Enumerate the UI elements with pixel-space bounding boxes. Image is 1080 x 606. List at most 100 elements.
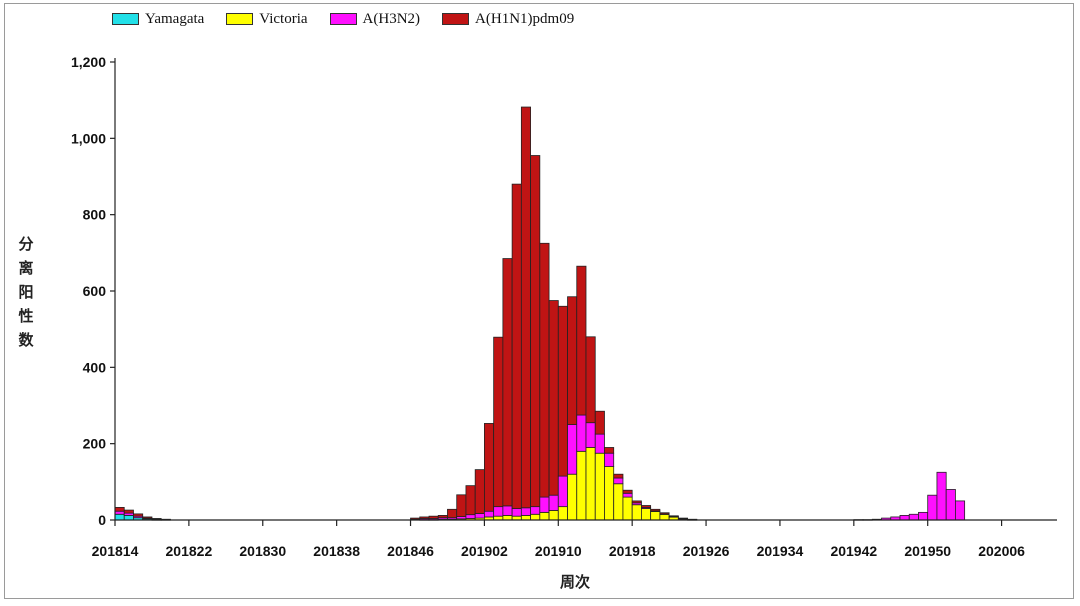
bar-a-h1n1-pdm09 xyxy=(585,336,596,424)
x-tick-label: 201814 xyxy=(92,543,139,559)
bar-victoria xyxy=(520,515,531,521)
bar-a-h3n2 xyxy=(594,433,605,454)
x-tick-label: 201910 xyxy=(535,543,582,559)
bar-a-h3n2 xyxy=(567,424,578,475)
bar-victoria xyxy=(539,511,550,521)
bar-victoria xyxy=(659,513,670,521)
x-tick-label: 201934 xyxy=(757,543,804,559)
legend-item-h3n2: A(H3N2) xyxy=(329,10,421,28)
bar-a-h1n1-pdm09 xyxy=(548,300,559,496)
bar-a-h1n1-pdm09 xyxy=(437,515,448,519)
bar-a-h1n1-pdm09 xyxy=(123,509,134,514)
bar-a-h1n1-pdm09 xyxy=(447,508,458,519)
bar-victoria xyxy=(622,496,633,521)
legend-label-h1n1: A(H1N1)pdm09 xyxy=(475,10,575,27)
bar-a-h1n1-pdm09 xyxy=(133,513,144,517)
bar-a-h3n2 xyxy=(908,513,919,521)
y-axis-label-char: 性 xyxy=(18,307,34,325)
legend-swatch-h1n1 xyxy=(442,13,470,25)
bar-a-h3n2 xyxy=(927,494,938,521)
bar-a-h1n1-pdm09 xyxy=(142,516,153,519)
bar-a-h1n1-pdm09 xyxy=(530,155,541,508)
bar-victoria xyxy=(604,466,615,521)
legend-swatch-h3n2 xyxy=(329,13,357,25)
x-tick-label: 201942 xyxy=(830,543,877,559)
bar-a-h1n1-pdm09 xyxy=(631,500,642,504)
y-tick-label: 800 xyxy=(83,207,107,223)
bar-a-h1n1-pdm09 xyxy=(576,265,587,416)
bar-a-h3n2 xyxy=(622,492,633,498)
bar-a-h1n1-pdm09 xyxy=(557,305,568,477)
x-axis-label: 周次 xyxy=(560,573,591,591)
legend-label-victoria: Victoria xyxy=(259,10,308,27)
bar-a-h3n2 xyxy=(918,511,929,521)
y-axis-label: 分离阳性数 xyxy=(14,232,38,352)
bar-a-h1n1-pdm09 xyxy=(659,512,670,515)
y-tick-label: 600 xyxy=(83,283,107,299)
bar-a-h1n1-pdm09 xyxy=(419,516,430,519)
bar-a-h1n1-pdm09 xyxy=(465,485,476,516)
x-tick-label: 202006 xyxy=(978,543,1025,559)
bar-a-h3n2 xyxy=(511,508,522,517)
bar-a-h1n1-pdm09 xyxy=(604,447,615,454)
bar-victoria xyxy=(594,452,605,521)
bar-a-h3n2 xyxy=(899,515,910,521)
bar-a-h3n2 xyxy=(530,506,541,515)
bar-a-h3n2 xyxy=(493,506,504,517)
bar-a-h1n1-pdm09 xyxy=(114,506,125,512)
bar-victoria xyxy=(585,447,596,521)
bar-a-h1n1-pdm09 xyxy=(668,515,679,517)
bar-a-h1n1-pdm09 xyxy=(456,494,467,517)
x-tick-label: 201822 xyxy=(166,543,213,559)
bar-yamagata xyxy=(114,513,125,521)
bar-a-h1n1-pdm09 xyxy=(493,336,504,508)
legend-item-h1n1: A(H1N1)pdm09 xyxy=(442,11,574,28)
bar-yamagata xyxy=(123,515,134,521)
bar-a-h3n2 xyxy=(613,477,624,485)
bar-a-h3n2 xyxy=(114,510,125,515)
bar-a-h1n1-pdm09 xyxy=(650,508,661,512)
legend-item-yamagata: Yamagata xyxy=(112,11,204,28)
bar-a-h3n2 xyxy=(548,494,559,511)
bar-victoria xyxy=(576,450,587,521)
y-tick-label: 1,200 xyxy=(71,54,106,70)
x-tick-label: 201950 xyxy=(904,543,951,559)
bar-a-h3n2 xyxy=(539,496,550,513)
y-tick-label: 1,000 xyxy=(71,130,106,146)
x-tick-label: 201846 xyxy=(387,543,434,559)
x-tick-label: 201838 xyxy=(313,543,360,559)
bar-a-h3n2 xyxy=(936,471,947,521)
bar-victoria xyxy=(557,506,568,521)
bar-a-h1n1-pdm09 xyxy=(502,258,513,507)
bar-a-h1n1-pdm09 xyxy=(428,515,439,519)
chart-legend: Yamagata Victoria A(H3N2) A(H1N1)pdm09 xyxy=(112,8,596,30)
legend-swatch-yamagata xyxy=(112,13,139,25)
y-axis-label-char: 分 xyxy=(18,235,34,253)
bar-a-h1n1-pdm09 xyxy=(151,518,162,520)
legend-swatch-victoria xyxy=(226,13,254,25)
bar-a-h3n2 xyxy=(557,475,568,508)
legend-label-h3n2: A(H3N2) xyxy=(362,10,421,27)
bar-victoria xyxy=(502,515,513,521)
bar-a-h1n1-pdm09 xyxy=(622,489,633,494)
x-tick-label: 201926 xyxy=(683,543,730,559)
y-tick-label: 400 xyxy=(83,359,107,375)
y-axis-label-char: 离 xyxy=(18,259,34,277)
y-tick-label: 0 xyxy=(98,512,106,528)
bar-victoria xyxy=(631,504,642,521)
bar-a-h3n2 xyxy=(585,422,596,448)
bar-a-h3n2 xyxy=(604,452,615,467)
bar-a-h1n1-pdm09 xyxy=(511,183,522,509)
bar-a-h1n1-pdm09 xyxy=(539,242,550,498)
bar-a-h1n1-pdm09 xyxy=(484,423,495,512)
bar-a-h1n1-pdm09 xyxy=(677,517,688,520)
bar-victoria xyxy=(548,510,559,521)
y-tick-label: 200 xyxy=(83,436,107,452)
bar-a-h3n2 xyxy=(484,510,495,518)
y-axis-label-char: 数 xyxy=(18,331,34,349)
legend-item-victoria: Victoria xyxy=(226,10,308,28)
bar-a-h1n1-pdm09 xyxy=(520,106,531,509)
bar-a-h3n2 xyxy=(465,514,476,519)
bar-a-h3n2 xyxy=(520,507,531,516)
bar-a-h3n2 xyxy=(474,513,485,519)
